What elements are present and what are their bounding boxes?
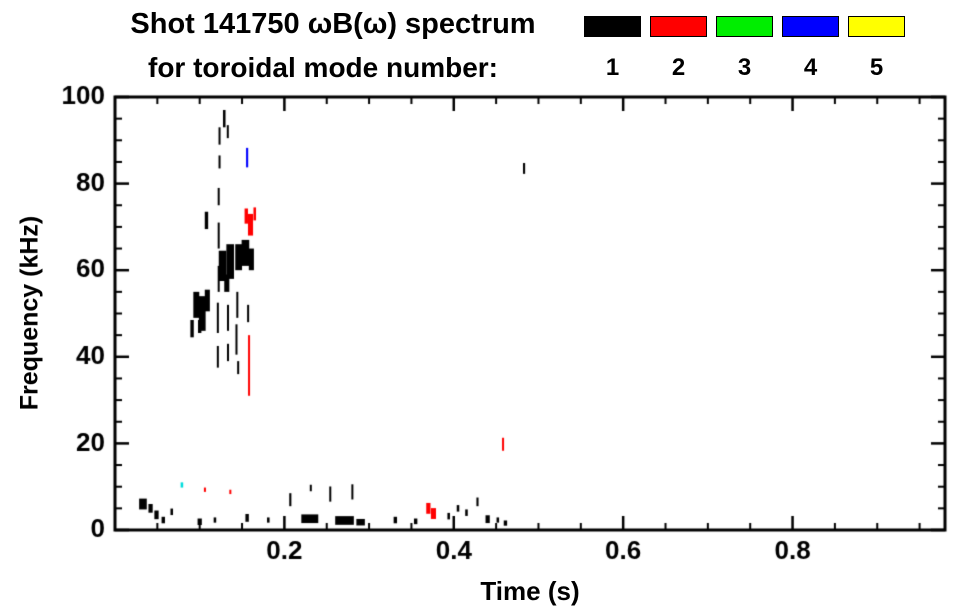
- legend-label-mode-1: 1: [605, 54, 620, 81]
- legend-label-mode-4: 4: [803, 54, 818, 81]
- legend-swatch-mode-4: [782, 16, 839, 37]
- y-axis-label: Frequency (kHz): [15, 215, 44, 411]
- legend-swatch-mode-3: [716, 16, 773, 37]
- legend-number-row: 1 2 3 4 5: [584, 54, 905, 82]
- chart-title-line2: for toroidal mode number:: [148, 52, 498, 83]
- chart-title-line1: Shot 141750 ωB(ω) spectrum: [130, 8, 536, 40]
- legend-swatch-mode-1: [584, 16, 641, 37]
- legend-label-mode-5: 5: [869, 54, 884, 81]
- legend-swatch-mode-2: [650, 16, 707, 37]
- x-axis-label: Time (s): [480, 576, 580, 606]
- legend-label-mode-2: 2: [671, 54, 686, 81]
- legend-label-mode-3: 3: [737, 54, 752, 81]
- legend-swatch-row: [584, 16, 905, 37]
- legend-swatch-mode-5: [848, 16, 905, 37]
